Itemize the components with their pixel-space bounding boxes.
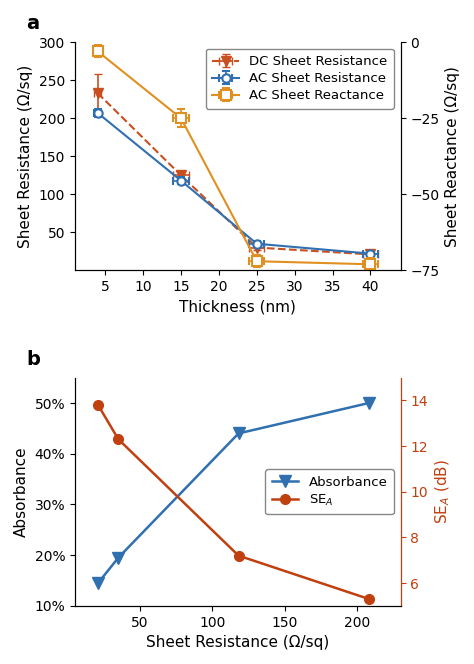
X-axis label: Sheet Resistance (Ω/sq): Sheet Resistance (Ω/sq) bbox=[146, 635, 329, 650]
SE$_A$ bbox=[116, 436, 121, 444]
X-axis label: Thickness (nm): Thickness (nm) bbox=[179, 299, 296, 315]
Line: SE$_A$: SE$_A$ bbox=[93, 400, 374, 604]
Absorbance bbox=[236, 430, 241, 438]
Y-axis label: Absorbance: Absorbance bbox=[14, 446, 29, 537]
Absorbance bbox=[95, 579, 101, 587]
Y-axis label: SE$_A$ (dB): SE$_A$ (dB) bbox=[434, 459, 452, 524]
Line: Absorbance: Absorbance bbox=[92, 397, 375, 589]
SE$_A$ bbox=[95, 401, 101, 409]
Absorbance bbox=[116, 554, 121, 562]
Y-axis label: Sheet Reactance (Ω/sq): Sheet Reactance (Ω/sq) bbox=[445, 66, 460, 247]
Text: b: b bbox=[26, 349, 40, 369]
SE$_A$ bbox=[236, 552, 241, 560]
Y-axis label: Sheet Resistance (Ω/sq): Sheet Resistance (Ω/sq) bbox=[18, 64, 33, 248]
Legend: Absorbance, SE$_A$: Absorbance, SE$_A$ bbox=[265, 469, 394, 515]
Absorbance bbox=[366, 399, 372, 407]
Text: a: a bbox=[26, 14, 39, 33]
Legend: DC Sheet Resistance, AC Sheet Resistance, AC Sheet Reactance: DC Sheet Resistance, AC Sheet Resistance… bbox=[206, 48, 394, 109]
SE$_A$ bbox=[366, 595, 372, 603]
